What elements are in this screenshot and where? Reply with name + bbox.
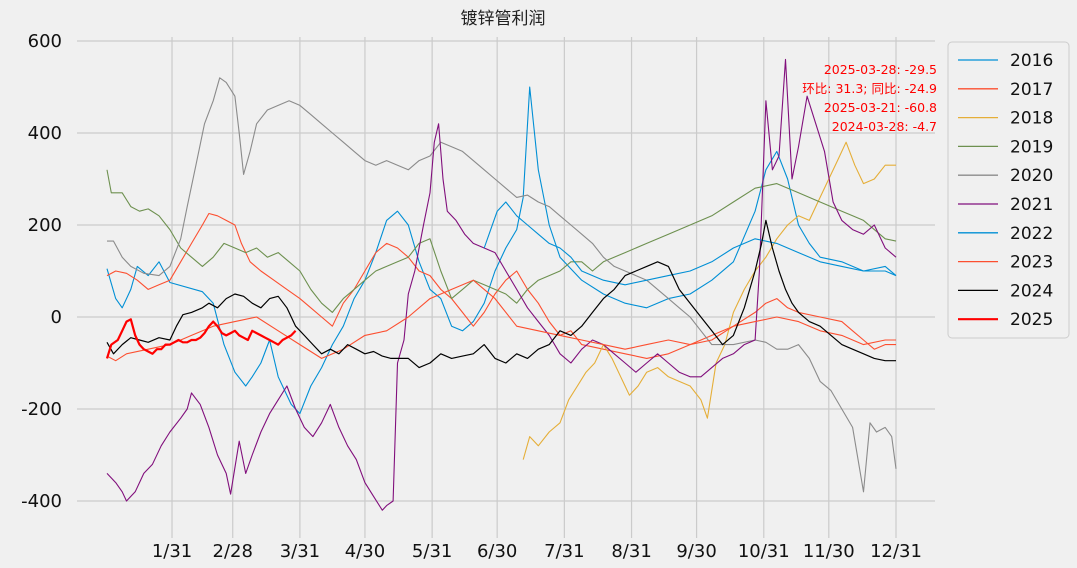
legend-label: 2022 [1010,224,1053,244]
y-axis-ticks: 600 400 200 0 -200 -400 [21,31,62,512]
series-line-2017 [106,212,896,359]
legend-label: 2020 [1010,166,1053,186]
x-tick-label: 3/31 [280,541,320,562]
legend-label: 2017 [1010,80,1053,100]
series-line-2019 [106,169,897,313]
legend-label: 2023 [1010,253,1053,273]
y-tick-label: -200 [21,399,62,420]
x-tick-label: 4/30 [345,541,385,562]
x-tick-label: 2/28 [213,541,253,562]
legend-label: 2018 [1010,109,1053,129]
series-line-2022 [483,201,897,286]
series-line-2023 [106,279,896,362]
series-line-2025 [105,318,297,359]
series-line-2020 [107,77,897,493]
x-tick-label: 1/31 [152,541,192,562]
legend-box [947,41,1070,339]
legend-label: 2016 [1010,51,1053,71]
series-line-2021 [106,58,897,511]
x-tick-label: 5/31 [412,541,452,562]
y-tick-label: 0 [51,307,62,328]
y-tick-label: -400 [21,491,62,512]
x-tick-label: 6/30 [477,541,517,562]
annotation-block: 2025-03-28: -29.5 环比: 31.3; 同比: -24.9 2025… [802,62,937,134]
annotation-line: 2024-03-28: -4.7 [832,119,937,134]
series-lines [105,58,897,511]
annotation-line: 2025-03-21: -60.8 [824,100,937,115]
legend: 2016 2017 2018 2019 2020 2021 2022 2023 2024 2025 [947,41,1070,339]
annotation-line: 2025-03-28: -29.5 [824,62,937,77]
chart-title: 镀锌管利润 [461,9,546,29]
grid [77,37,935,538]
legend-label: 2019 [1010,137,1053,157]
legend-label: 2021 [1010,195,1053,215]
y-tick-label: 600 [28,31,62,52]
x-tick-label: 9/30 [676,541,716,562]
series-line-2018 [522,141,896,460]
x-tick-label: 8/31 [611,541,651,562]
x-tick-label: 10/31 [738,541,790,562]
legend-label: 2025 [1010,310,1053,330]
annotation-line: 环比: 31.3; 同比: -24.9 [802,81,937,96]
legend-label: 2024 [1010,281,1053,301]
series-line-2024 [106,219,896,369]
x-tick-label: 12/31 [870,541,922,562]
y-tick-label: 400 [28,123,62,144]
x-axis-ticks: 1/31 2/28 3/31 4/30 5/31 6/30 7/31 8/31 9/30 10/3… [152,541,922,562]
y-tick-label: 200 [28,215,62,236]
x-tick-label: 11/30 [803,541,855,562]
x-tick-label: 7/31 [544,541,584,562]
series-line-2016 [106,86,897,415]
